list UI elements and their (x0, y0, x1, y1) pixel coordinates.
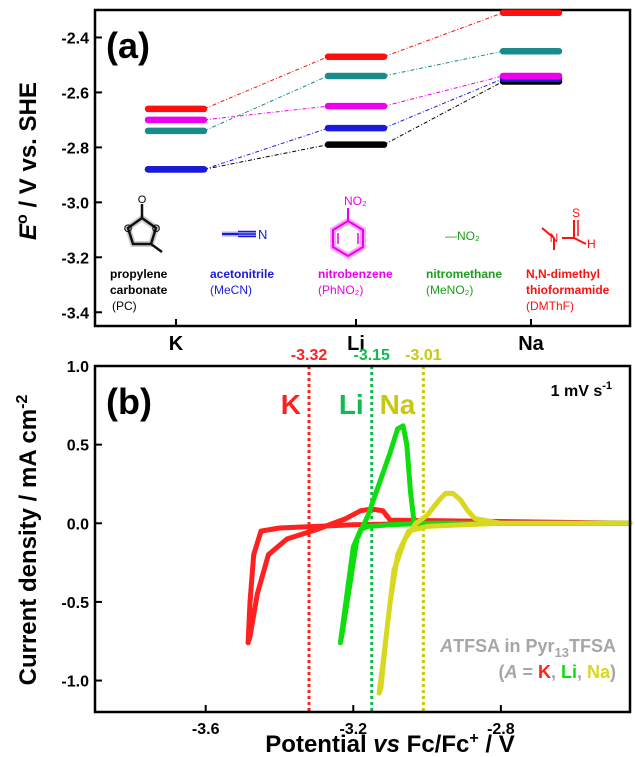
svg-text:(PC): (PC) (112, 299, 137, 313)
panel-a-connector (203, 56, 329, 110)
panel-a-connector (383, 75, 504, 107)
panel-b-threshold-lines: -3.32 K -3.15 Li -3.01 Na (281, 347, 442, 712)
nitromethane-icon: —NO₂ (445, 229, 480, 243)
panel-b-x-tick-label: -3.2 (339, 721, 367, 738)
dmthf-icon: N S H (541, 206, 596, 251)
panel-a-x-tick-label: K (169, 333, 184, 355)
panel-a-connector (383, 81, 504, 146)
panel-b-y-tick-label: -0.5 (61, 595, 89, 612)
panel-a-y-tick-label: -2.4 (61, 30, 89, 47)
propylene-carbonate-icon: O O O (124, 194, 163, 254)
panel-a-y-tick-label: -3.4 (61, 305, 89, 322)
panel-a-connector (203, 75, 329, 132)
panel-b-label: (b) (106, 381, 152, 422)
cation-label-na: Na (380, 389, 416, 420)
panel-b-frame (93, 364, 632, 714)
meno2-text: —NO₂ (445, 229, 480, 243)
nitrobenzene-icon: NO₂ (330, 194, 367, 260)
panel-b-x-axis-title: Potential vs Fc/Fc+ / V (265, 730, 514, 757)
acetonitrile-icon: N (222, 227, 267, 242)
panel-b: Current density / mA cm-2 Potential vs F… (14, 347, 633, 757)
svg-text:nitromethane: nitromethane (426, 267, 502, 281)
svg-text:N,N-dimethyl: N,N-dimethyl (526, 267, 600, 281)
pc-carbonyl-o: O (138, 194, 147, 206)
panel-a: (a) Eo / V vs. SHE -3.4-3.2-3.0-2.8-2.6-… (14, 8, 632, 355)
panel-b-y-tick-label: 0.0 (67, 516, 89, 533)
panel-a-y-ticks: -3.4 -3.2 -3.0 -2.8 -2.6 -2.4 (61, 30, 102, 322)
phno2-no2: NO₂ (344, 194, 367, 208)
panel-a-x-tick-label: Li (347, 333, 365, 355)
svg-text:(DMThF): (DMThF) (526, 299, 574, 313)
dmthf-n: N (550, 231, 559, 245)
solvent-label-dmthf: N,N-dimethyl thioformamide (DMThF) (526, 267, 610, 313)
svg-text:acetonitrile: acetonitrile (210, 267, 274, 281)
svg-text:propylene: propylene (110, 267, 168, 281)
panel-b-y-ticks: -1.0 -0.5 0.0 0.5 1.0 (61, 359, 102, 691)
svg-text:(MeNO₂): (MeNO₂) (426, 283, 473, 297)
threshold-value-k: -3.32 (291, 347, 328, 364)
threshold-value-li: -3.15 (353, 347, 390, 364)
panel-a-connector-lines (203, 12, 504, 170)
legend-electrolyte: ATFSA in Pyr13TFSA (439, 636, 616, 660)
svg-text:carbonate: carbonate (110, 283, 168, 297)
pc-ring-o-right: O (152, 223, 161, 235)
panel-b-y-tick-label: 1.0 (67, 359, 89, 376)
panel-a-y-tick-label: -3.0 (61, 195, 89, 212)
panel-a-y-tick-label: -3.2 (61, 250, 89, 267)
cation-label-li: Li (339, 389, 364, 420)
panel-a-y-axis-title: Eo / V vs. SHE (14, 82, 42, 240)
panel-b-y-tick-label: 0.5 (67, 438, 89, 455)
solvent-label-phno2: nitrobenzene (PhNO₂) (318, 267, 393, 297)
solvent-label-pc: propylene carbonate (PC) (110, 267, 168, 313)
solvent-label-mecn: acetonitrile (MeCN) (210, 267, 274, 297)
solvent-label-meno2: nitromethane (MeNO₂) (426, 267, 502, 297)
panel-a-connector (383, 78, 504, 129)
panel-a-connector (383, 50, 504, 77)
panel-a-x-ticks: K Li Na (169, 319, 545, 355)
svg-text:nitrobenzene: nitrobenzene (318, 267, 393, 281)
panel-b-cv-curves (245, 423, 633, 696)
panel-b-y-axis-title: Current density / mA cm-2 (14, 395, 42, 686)
dmthf-h: H (587, 237, 596, 251)
dmthf-s: S (572, 206, 580, 220)
svg-text:thioformamide: thioformamide (526, 283, 610, 297)
panel-a-connector (203, 144, 329, 170)
panel-a-connector (383, 12, 504, 58)
panel-b-x-tick-label: -2.8 (487, 721, 515, 738)
svg-text:(MeCN): (MeCN) (210, 283, 252, 297)
panel-a-connector (203, 127, 329, 170)
panel-b-x-tick-label: -3.6 (192, 721, 220, 738)
cv-curve-na (376, 490, 633, 696)
mecn-n: N (258, 227, 267, 242)
panel-a-label: (a) (106, 25, 150, 66)
panel-a-x-tick-label: Na (518, 333, 544, 355)
threshold-value-na: -3.01 (405, 347, 442, 364)
panel-a-level-bars (144, 9, 563, 173)
panel-b-y-tick-label: -1.0 (61, 674, 89, 691)
panel-a-frame (93, 8, 632, 328)
svg-text:(PhNO₂): (PhNO₂) (318, 283, 363, 297)
legend-cations: (A = K, Li, Na) (498, 662, 616, 682)
cation-label-k: K (281, 389, 301, 420)
cv-curve-k (245, 506, 633, 646)
panel-b-x-ticks: -3.6 -3.2 -2.8 (192, 705, 515, 738)
pc-ring-o-left: O (124, 223, 133, 235)
panel-a-y-tick-label: -2.8 (61, 140, 89, 157)
cv-curve-li (337, 423, 633, 646)
panel-a-y-tick-label: -2.6 (61, 85, 89, 102)
panel-a-connector (203, 105, 329, 121)
scan-rate-label: 1 mV s-1 (551, 380, 612, 400)
